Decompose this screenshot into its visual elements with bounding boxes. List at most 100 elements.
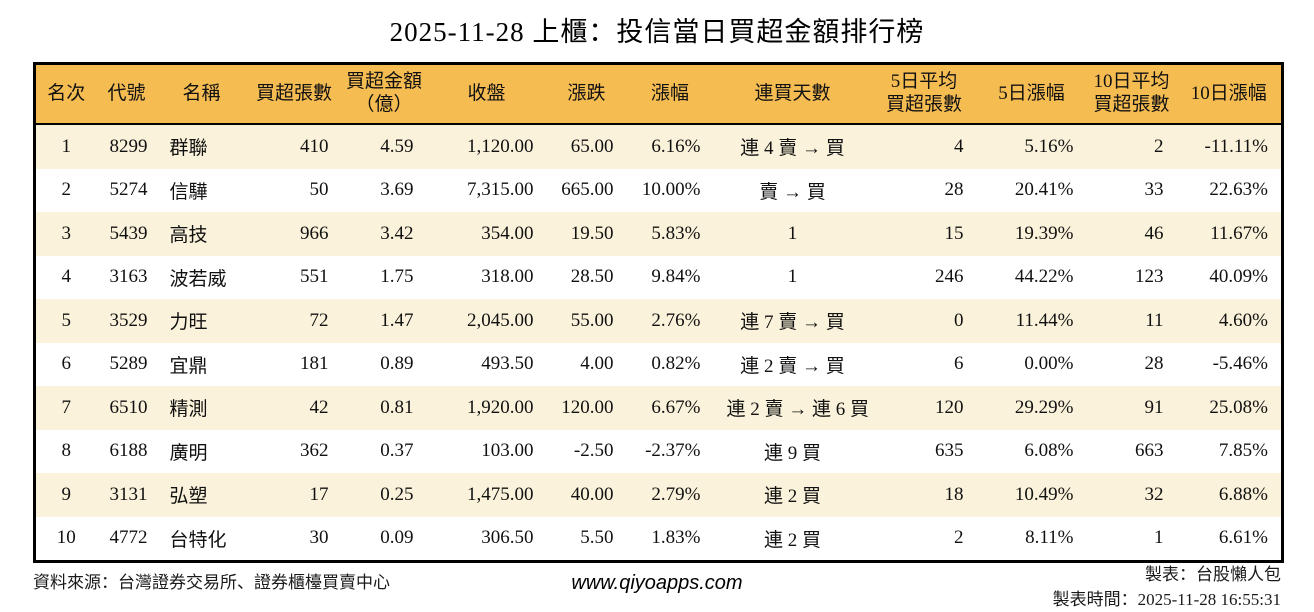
table-row: 9 3131 弘塑 17 0.25 1,475.00 40.00 2.79% 連 2 買 18 10…	[34, 473, 1283, 517]
column-header-net-buy-amount: 買超金額 （億）	[341, 63, 427, 125]
cell-change10-pct: -5.46%	[1212, 353, 1268, 375]
cell-net-buy-volume: 410	[300, 135, 329, 157]
cell-avg5-volume: 246	[935, 266, 964, 288]
cell-close: 7,315.00	[467, 179, 534, 201]
cell-name: 高技	[169, 225, 208, 247]
cell-change-pct: 10.00%	[641, 179, 701, 201]
credits-block: 製表：台股懶人包 製表時間：2025-11-28 16:55:31	[1053, 563, 1281, 612]
column-header-rank: 名次	[34, 63, 97, 125]
cell-net-buy-volume: 72	[309, 309, 329, 331]
cell-change5-pct: 29.29%	[1014, 396, 1074, 418]
cell-avg10-volume: 91	[1144, 396, 1164, 418]
cell-net-buy-volume: 551	[300, 266, 329, 288]
cell-net-buy-amount: 3.69	[380, 179, 414, 201]
cell-rank: 6	[61, 353, 72, 375]
table-row: 4 3163 波若威 551 1.75 318.00 28.50 9.84% 1 246 44.22…	[34, 255, 1283, 299]
cell-change5-pct: 19.39%	[1014, 222, 1074, 244]
cell-name: 精測	[169, 399, 208, 421]
cell-consecutive-days: 1	[787, 222, 798, 244]
cell-code: 5274	[109, 179, 148, 201]
column-header-code: 代號	[96, 63, 157, 125]
cell-net-buy-amount: 0.37	[380, 440, 414, 462]
cell-avg5-volume: 4	[954, 135, 964, 157]
cell-change5-pct: 11.44%	[1015, 309, 1074, 331]
cell-consecutive-days: 1	[787, 266, 798, 288]
cell-name: 廣明	[169, 442, 208, 464]
cell-avg5-volume: 2	[954, 527, 964, 549]
cell-code: 5289	[109, 353, 148, 375]
maker-credit: 製表：台股懶人包	[1145, 565, 1281, 584]
cell-avg10-volume: 123	[1135, 266, 1164, 288]
cell-rank: 1	[61, 135, 72, 157]
cell-change5-pct: 10.49%	[1014, 483, 1074, 505]
column-header-avg10-volume: 10日平均 買超張數	[1086, 63, 1177, 125]
column-header-change-pct: 漲幅	[626, 63, 714, 125]
cell-change: 5.50	[580, 527, 614, 549]
cell-change-pct: 2.76%	[651, 309, 701, 331]
cell-avg5-volume: 120	[935, 396, 964, 418]
cell-net-buy-amount: 3.42	[380, 222, 414, 244]
cell-consecutive-days: 連 7 賣 → 買	[740, 312, 845, 334]
cell-change5-pct: 6.08%	[1024, 440, 1074, 462]
cell-consecutive-days: 連 4 賣 → 買	[740, 138, 845, 160]
cell-consecutive-days: 連 2 買	[763, 529, 821, 551]
cell-name: 波若威	[169, 268, 227, 290]
cell-change-pct: 2.79%	[651, 483, 701, 505]
cell-change-pct: 6.16%	[651, 135, 701, 157]
cell-change10-pct: 6.61%	[1218, 527, 1268, 549]
cell-avg10-volume: 663	[1135, 440, 1164, 462]
cell-avg10-volume: 28	[1144, 353, 1164, 375]
cell-avg10-volume: 33	[1144, 179, 1164, 201]
cell-change5-pct: 20.41%	[1014, 179, 1074, 201]
cell-name: 弘塑	[169, 486, 208, 508]
cell-avg10-volume: 1	[1154, 527, 1164, 549]
cell-avg5-volume: 6	[954, 353, 964, 375]
cell-rank: 4	[61, 266, 72, 288]
cell-close: 103.00	[481, 440, 534, 462]
cell-change: 55.00	[570, 309, 614, 331]
table-row: 5 3529 力旺 72 1.47 2,045.00 55.00 2.76% 連 7 賣 → 買…	[34, 299, 1283, 343]
cell-consecutive-days: 連 2 賣 → 買	[740, 355, 845, 377]
cell-code: 6510	[109, 396, 148, 418]
cell-change5-pct: 0.00%	[1024, 353, 1074, 375]
cell-net-buy-volume: 30	[309, 527, 329, 549]
cell-name: 力旺	[169, 312, 208, 334]
cell-change: 19.50	[570, 222, 614, 244]
cell-close: 493.50	[481, 353, 534, 375]
cell-change-pct: 9.84%	[651, 266, 701, 288]
column-header-change10-pct: 10日漲幅	[1176, 63, 1283, 125]
cell-change10-pct: 11.67%	[1210, 222, 1268, 244]
column-header-change: 漲跌	[546, 63, 627, 125]
cell-net-buy-volume: 181	[300, 353, 329, 375]
table-body: 1 8299 群聯 410 4.59 1,120.00 65.00 6.16% 連 4 賣 → …	[34, 124, 1283, 562]
cell-name: 信驊	[169, 181, 208, 203]
table-row: 1 8299 群聯 410 4.59 1,120.00 65.00 6.16% 連 4 賣 → …	[34, 124, 1283, 169]
cell-change: 4.00	[580, 353, 614, 375]
cell-code: 6188	[109, 440, 148, 462]
cell-close: 1,920.00	[467, 396, 534, 418]
table-row: 8 6188 廣明 362 0.37 103.00 -2.50 -2.37% 連 9 買 635 6…	[34, 429, 1283, 473]
cell-code: 3131	[109, 483, 148, 505]
cell-change: 40.00	[570, 483, 614, 505]
cell-net-buy-amount: 0.81	[380, 396, 414, 418]
cell-change10-pct: 6.88%	[1218, 483, 1268, 505]
cell-avg5-volume: 28	[944, 179, 964, 201]
cell-avg5-volume: 15	[944, 222, 964, 244]
cell-close: 354.00	[481, 222, 534, 244]
cell-code: 8299	[109, 135, 148, 157]
cell-change-pct: 1.83%	[651, 527, 701, 549]
column-header-consecutive-days: 連買天數	[713, 63, 872, 125]
cell-change10-pct: -11.11%	[1204, 135, 1269, 157]
cell-avg5-volume: 18	[944, 483, 964, 505]
cell-rank: 8	[61, 440, 72, 462]
cell-change10-pct: 4.60%	[1218, 309, 1268, 331]
cell-change10-pct: 40.09%	[1209, 266, 1268, 288]
cell-close: 1,120.00	[467, 135, 534, 157]
table-row: 7 6510 精測 42 0.81 1,920.00 120.00 6.67% 連 2 賣 → …	[34, 386, 1283, 430]
cell-change10-pct: 25.08%	[1209, 396, 1268, 418]
cell-avg5-volume: 635	[935, 440, 964, 462]
table-row: 6 5289 宜鼎 181 0.89 493.50 4.00 0.82% 連 2 賣 → 買 6 0…	[34, 342, 1283, 386]
cell-code: 4772	[109, 527, 148, 549]
cell-rank: 7	[61, 396, 72, 418]
cell-close: 318.00	[481, 266, 534, 288]
